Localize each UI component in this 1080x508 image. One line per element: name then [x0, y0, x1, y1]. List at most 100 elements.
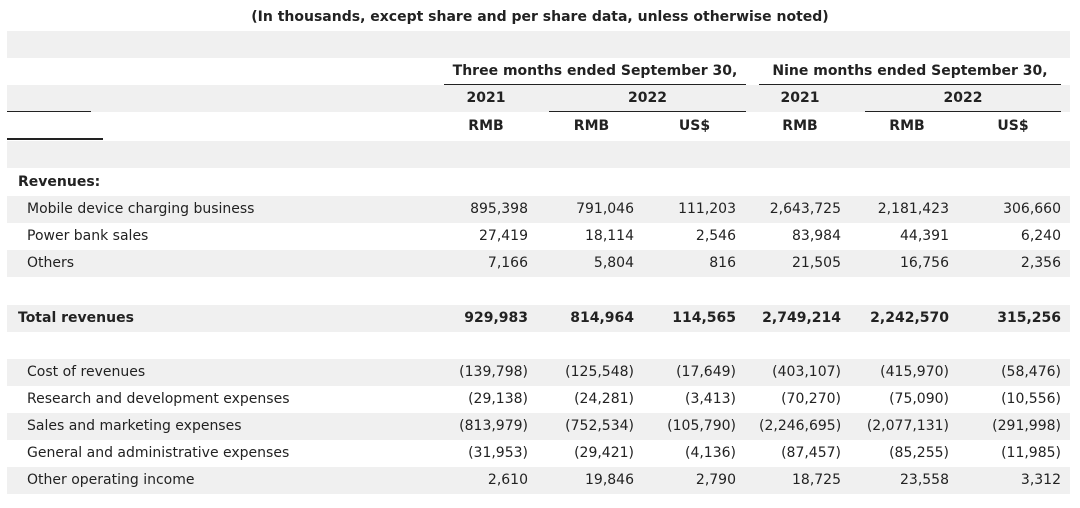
cell-value: 2,242,570	[870, 310, 949, 326]
table-row: Mobile device charging business 895,398 …	[7, 196, 1070, 223]
period-three-underline	[444, 84, 746, 85]
currency-header-row: RMB RMB US$ RMB RMB US$	[7, 113, 1070, 140]
table-row: Other operating income 2,610 19,846 2,79…	[7, 467, 1070, 494]
year-header-row: 2021 2022 2021 2022	[7, 85, 1070, 112]
currency-underline	[7, 138, 103, 140]
cell-value: (29,138)	[468, 391, 528, 407]
cell-value: (85,255)	[889, 445, 949, 461]
section-heading-row: Revenues:	[7, 169, 1070, 196]
spacer-row	[7, 332, 1070, 359]
cell-value: (31,953)	[468, 445, 528, 461]
year-label: 2022	[628, 90, 667, 106]
cell-value: (752,534)	[565, 418, 634, 434]
cell-value: (87,457)	[781, 445, 841, 461]
cell-value: (105,790)	[667, 418, 736, 434]
currency-label: RMB	[782, 118, 818, 134]
cell-value: 21,505	[792, 255, 841, 271]
period-nine-months: Nine months ended September 30,	[772, 63, 1048, 79]
spacer-row	[7, 277, 1070, 304]
table-row: Research and development expenses (29,13…	[7, 386, 1070, 413]
cell-value: (29,421)	[574, 445, 634, 461]
total-revenues-label: Total revenues	[18, 310, 134, 326]
cell-value: 27,419	[479, 228, 528, 244]
currency-label: RMB	[889, 118, 925, 134]
table-row: Others 7,166 5,804 816 21,505 16,756 2,3…	[7, 250, 1070, 277]
cell-value: 23,558	[900, 472, 949, 488]
cell-value: (813,979)	[459, 418, 528, 434]
cell-value: 2,643,725	[769, 201, 841, 217]
year-label: 2021	[780, 90, 820, 106]
row-label: Power bank sales	[27, 228, 149, 244]
row-label: Sales and marketing expenses	[27, 418, 242, 434]
cell-value: 5,804	[593, 255, 634, 271]
year-underline	[7, 111, 89, 112]
period-three-months: Three months ended September 30,	[452, 63, 738, 79]
cell-value: 2,181,423	[877, 201, 949, 217]
cell-value: 315,256	[997, 310, 1061, 326]
table-row: Sales and marketing expenses (813,979) (…	[7, 413, 1070, 440]
cell-value: 814,964	[570, 310, 634, 326]
cell-value: (125,548)	[565, 364, 634, 380]
cell-value: (11,985)	[1001, 445, 1061, 461]
cell-value: (70,270)	[781, 391, 841, 407]
period-header-row: Three months ended September 30, Nine mo…	[7, 58, 1070, 85]
table-row: Cost of revenues (139,798) (125,548) (17…	[7, 359, 1070, 386]
cell-value: 16,756	[900, 255, 949, 271]
cell-value: 2,749,214	[762, 310, 841, 326]
cell-value: (58,476)	[1001, 364, 1061, 380]
cell-value: (10,556)	[1001, 391, 1061, 407]
year-underline	[549, 111, 746, 112]
cell-value: 929,983	[464, 310, 528, 326]
cell-value: 2,610	[487, 472, 528, 488]
cell-value: 7,166	[487, 255, 528, 271]
cell-value: (139,798)	[459, 364, 528, 380]
row-label: Cost of revenues	[27, 364, 146, 380]
cell-value: (4,136)	[684, 445, 736, 461]
cell-value: 791,046	[576, 201, 634, 217]
table-row: General and administrative expenses (31,…	[7, 440, 1070, 467]
cell-value: (17,649)	[676, 364, 736, 380]
cell-value: 19,846	[585, 472, 634, 488]
cell-value: 2,546	[695, 228, 736, 244]
year-label: 2022	[943, 90, 983, 106]
row-label: Other operating income	[27, 472, 195, 488]
revenues-heading: Revenues:	[18, 174, 101, 190]
cell-value: 306,660	[1003, 201, 1061, 217]
spacer-row	[7, 31, 1070, 58]
cell-value: 2,790	[695, 472, 736, 488]
cell-value: 83,984	[792, 228, 841, 244]
cell-value: 3,312	[1020, 472, 1061, 488]
currency-label: US$	[997, 118, 1029, 134]
table-caption: (In thousands, except share and per shar…	[251, 9, 829, 25]
period-nine-underline	[759, 84, 1061, 85]
cell-value: (75,090)	[889, 391, 949, 407]
currency-label: RMB	[468, 118, 504, 134]
cell-value: (415,970)	[880, 364, 949, 380]
cell-value: 6,240	[1020, 228, 1061, 244]
cell-value: (24,281)	[574, 391, 634, 407]
total-row: Total revenues 929,983 814,964 114,565 2…	[7, 305, 1070, 332]
cell-value: 2,356	[1020, 255, 1061, 271]
cell-value: 111,203	[678, 201, 736, 217]
currency-label: RMB	[573, 118, 610, 134]
cell-value: 44,391	[900, 228, 949, 244]
row-label: Mobile device charging business	[27, 201, 255, 217]
cell-value: 114,565	[672, 310, 736, 326]
cell-value: (3,413)	[684, 391, 736, 407]
row-label: Others	[27, 255, 75, 271]
cell-value: (2,246,695)	[759, 418, 842, 434]
row-label: General and administrative expenses	[27, 445, 290, 461]
cell-value: 18,114	[585, 228, 634, 244]
cell-value: (2,077,131)	[866, 418, 949, 434]
currency-label: US$	[678, 118, 711, 134]
table-row: Power bank sales 27,419 18,114 2,546 83,…	[7, 223, 1070, 250]
cell-value: (403,107)	[772, 364, 841, 380]
cell-value: 18,725	[792, 472, 841, 488]
spacer-row	[7, 141, 1070, 168]
year-label: 2021	[466, 90, 506, 106]
year-underline	[865, 111, 1061, 112]
cell-value: 895,398	[470, 201, 528, 217]
row-label: Research and development expenses	[27, 391, 290, 407]
cell-value: (291,998)	[992, 418, 1061, 434]
